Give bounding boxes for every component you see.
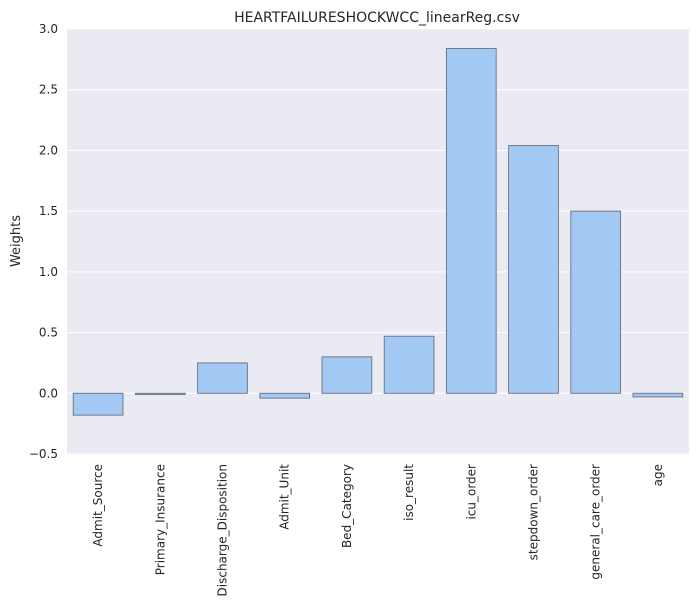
y-tick-label: −0.5 xyxy=(29,447,58,461)
x-tick-label: Bed_Category xyxy=(340,464,354,548)
y-axis-ticks: −0.5 0.0 0.5 1.0 1.5 2.0 2.5 3.0 xyxy=(29,22,58,461)
y-tick-label: 1.0 xyxy=(39,265,58,279)
bar-admit-source xyxy=(72,392,124,416)
bar-age xyxy=(632,392,684,398)
bar-admit-unit xyxy=(259,392,311,399)
bar-bed-category xyxy=(321,356,373,394)
y-tick-label: 1.5 xyxy=(39,204,58,218)
bar-general-care-order xyxy=(570,210,622,394)
y-tick-label: 0.0 xyxy=(39,386,58,400)
x-tick-label: age xyxy=(651,464,665,486)
bar-discharge-disposition xyxy=(197,362,248,394)
x-axis-ticks: Admit_Source Primary_Insurance Discharge_D… xyxy=(91,464,665,597)
x-tick-label: Primary_Insurance xyxy=(153,464,167,575)
bars xyxy=(72,47,684,416)
x-tick-label: icu_order xyxy=(464,464,478,520)
bar-icu-order xyxy=(445,47,497,394)
x-tick-label: Admit_Source xyxy=(91,464,105,547)
bar-primary-insurance xyxy=(134,392,186,395)
y-tick-label: 2.0 xyxy=(39,143,58,157)
x-tick-label: general_care_order xyxy=(589,464,603,580)
chart-title: HEARTFAILURESHOCKWCC_linearReg.csv xyxy=(234,10,520,26)
y-tick-label: 0.5 xyxy=(39,326,58,340)
x-tick-label: stepdown_order xyxy=(527,464,541,560)
y-tick-label: 3.0 xyxy=(39,22,58,36)
x-tick-label: iso_result xyxy=(402,464,416,521)
y-tick-label: 2.5 xyxy=(39,83,58,97)
y-axis-label: Weights xyxy=(9,215,24,267)
x-tick-label: Admit_Unit xyxy=(278,464,292,530)
bar-iso-result xyxy=(383,335,435,394)
bar-stepdown-order xyxy=(508,145,559,394)
x-tick-label: Discharge_Disposition xyxy=(216,464,230,596)
